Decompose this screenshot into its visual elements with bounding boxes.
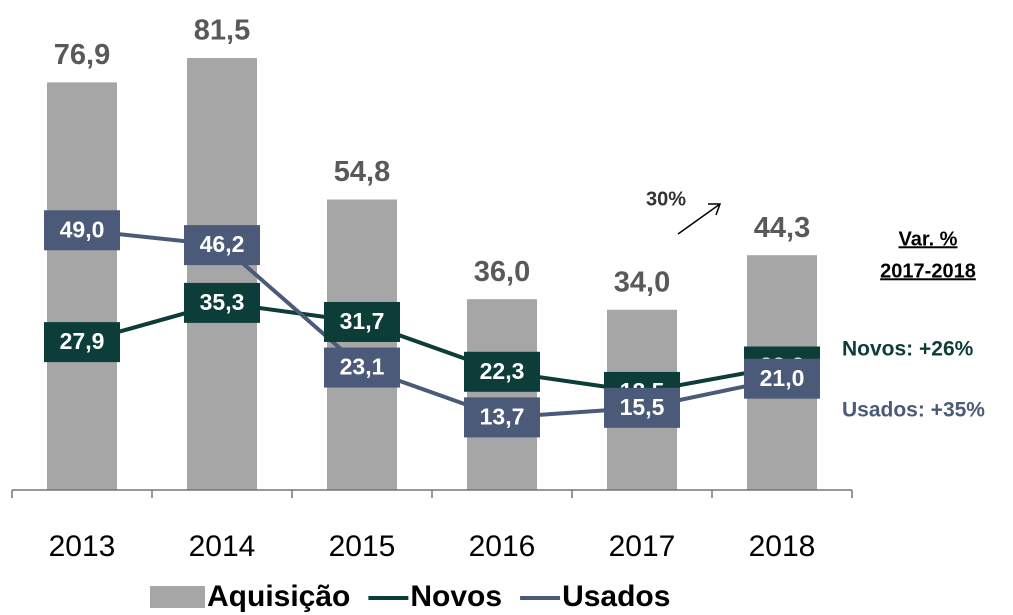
line-value-label: 15,5 [620,394,665,420]
x-tick-label: 2015 [329,530,396,563]
annotation-arrowhead [708,203,722,216]
value-label-box [44,322,120,363]
annotation-arrow [677,203,721,235]
line-value-label: 35,3 [200,289,245,315]
bars [47,58,817,491]
x-tick-label: 2018 [749,530,816,563]
line-value-label: 31,7 [340,308,385,334]
legend-label: Novos [410,580,502,613]
bar-value-label: 54,8 [334,156,390,188]
bar-value-label: 44,3 [754,212,810,244]
x-tick-label: 2013 [49,530,116,563]
labels: 76,9 81,5 54,8 36,0 34,0 44,3 27,9 35,3 31,7 22,3… [44,15,820,438]
line-value-label: 23,1 [340,354,385,380]
bar [47,82,117,491]
value-label-box [744,358,820,399]
value-label-box [184,225,260,266]
x-tick-label: 2017 [609,530,676,563]
bar-value-label: 34,0 [614,266,670,298]
annotation: Usados: +35% [842,399,985,422]
value-label-box [464,397,540,438]
value-label-box [184,282,260,323]
bar [187,58,257,490]
value-label-box [44,210,120,251]
line-value-label: 22,3 [480,358,525,384]
bar [467,299,537,490]
annotation: Var. % [899,228,958,250]
line-value-label: 49,0 [60,216,105,242]
bar-value-label: 36,0 [474,256,530,288]
bar-value-label: 76,9 [54,39,110,71]
legend-label: Aquisição [207,580,350,613]
line-value-label: 27,9 [60,328,105,354]
value-label-box [324,301,400,342]
value-label-box [324,347,400,388]
annotation: 2017-2018 [880,260,976,282]
value-label-box [464,351,540,392]
bar-value-label: 81,5 [194,15,250,47]
line-value-label: 21,0 [760,365,805,391]
annotation: 30% [646,188,686,210]
x-tick-label: 2016 [469,530,536,563]
annotation: Novos: +26% [842,338,974,361]
line-value-label: 13,7 [480,403,525,429]
x-tick-label: 2014 [189,530,256,563]
legend-swatch [150,586,205,608]
line-value-label: 46,2 [200,231,245,257]
legend-label: Usados [562,580,670,613]
value-label-box [604,387,680,428]
